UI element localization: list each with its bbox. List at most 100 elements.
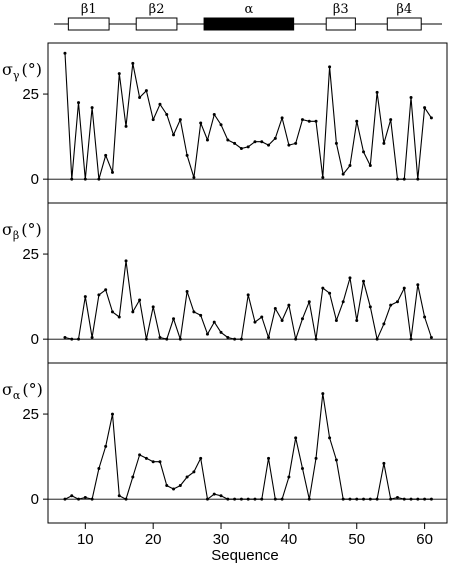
data-point [368,497,372,501]
data-point [314,456,318,460]
data-point [395,495,399,499]
data-point [131,61,135,65]
data-point [172,487,176,491]
data-point [199,456,203,460]
data-point [334,318,338,322]
data-point [300,317,304,321]
data-point [226,138,230,142]
data-point [307,300,311,304]
data-point [409,95,413,99]
data-point [260,497,264,501]
data-point [368,164,372,168]
data-point [226,497,230,501]
data-point [199,121,203,125]
data-point [416,497,420,501]
data-point [185,153,189,157]
data-point [233,337,237,341]
data-point [409,497,413,501]
data-point [110,310,114,314]
data-point [355,497,359,501]
data-point [117,72,121,76]
panel-frame [47,362,448,524]
data-point [314,119,318,123]
data-point [382,461,386,465]
ss-label-beta4: β4 [396,2,412,17]
data-point [219,123,223,127]
data-point [144,89,148,93]
data-point [63,335,67,339]
data-point [423,497,427,501]
data-point [429,335,433,339]
data-point [382,322,386,326]
data-point [348,164,352,168]
data-point [280,497,284,501]
data-point [273,136,277,140]
data-point [178,118,182,122]
ss-element-beta1 [67,17,110,31]
series-line [64,393,432,500]
series-line [64,53,432,180]
data-point [362,497,366,501]
data-point [90,335,94,339]
data-point [63,51,67,55]
data-point [375,90,379,94]
data-point [70,337,74,341]
data-point [83,295,87,299]
data-point [83,177,87,181]
data-point [341,300,345,304]
data-point [253,140,257,144]
y-axis-label: σγ (°) [2,60,42,82]
data-point [273,307,277,311]
data-point [375,337,379,341]
data-point [402,497,406,501]
y-tick-label: 0 [31,491,39,508]
data-point [97,467,101,471]
data-point [165,337,169,341]
data-point [246,145,250,149]
data-point [131,310,135,314]
data-point [104,153,108,157]
data-point [104,288,108,292]
data-point [158,102,162,106]
data-point [239,147,243,151]
data-point [192,310,196,314]
data-point [144,456,148,460]
data-point [219,494,223,498]
data-point [267,456,271,460]
data-point [328,436,332,440]
data-point [138,95,142,99]
data-point [321,392,325,396]
data-point [124,497,128,501]
data-point [423,315,427,319]
data-point [321,175,325,179]
data-point [328,291,332,295]
data-point [341,172,345,176]
data-point [151,305,155,309]
data-point [77,497,81,501]
data-point [341,497,345,501]
data-point [205,332,209,336]
data-point [131,475,135,479]
ss-element-beta2 [135,17,178,31]
data-point [423,106,427,110]
data-point [267,143,271,147]
y-tick-label: 0 [31,331,39,348]
y-tick-label: 25 [22,86,39,103]
data-point [287,475,291,479]
data-point [375,497,379,501]
data-point [172,317,176,321]
data-point [212,320,216,324]
data-point [246,497,250,501]
series-line [64,260,432,340]
y-tick-label: 25 [22,406,39,423]
data-point [307,119,311,123]
data-point [151,460,155,464]
data-point [253,497,257,501]
data-point [287,143,291,147]
data-point [239,497,243,501]
data-point [382,141,386,145]
data-point [97,293,101,297]
data-point [321,286,325,290]
data-point [429,497,433,501]
ss-element-beta4 [386,17,422,31]
